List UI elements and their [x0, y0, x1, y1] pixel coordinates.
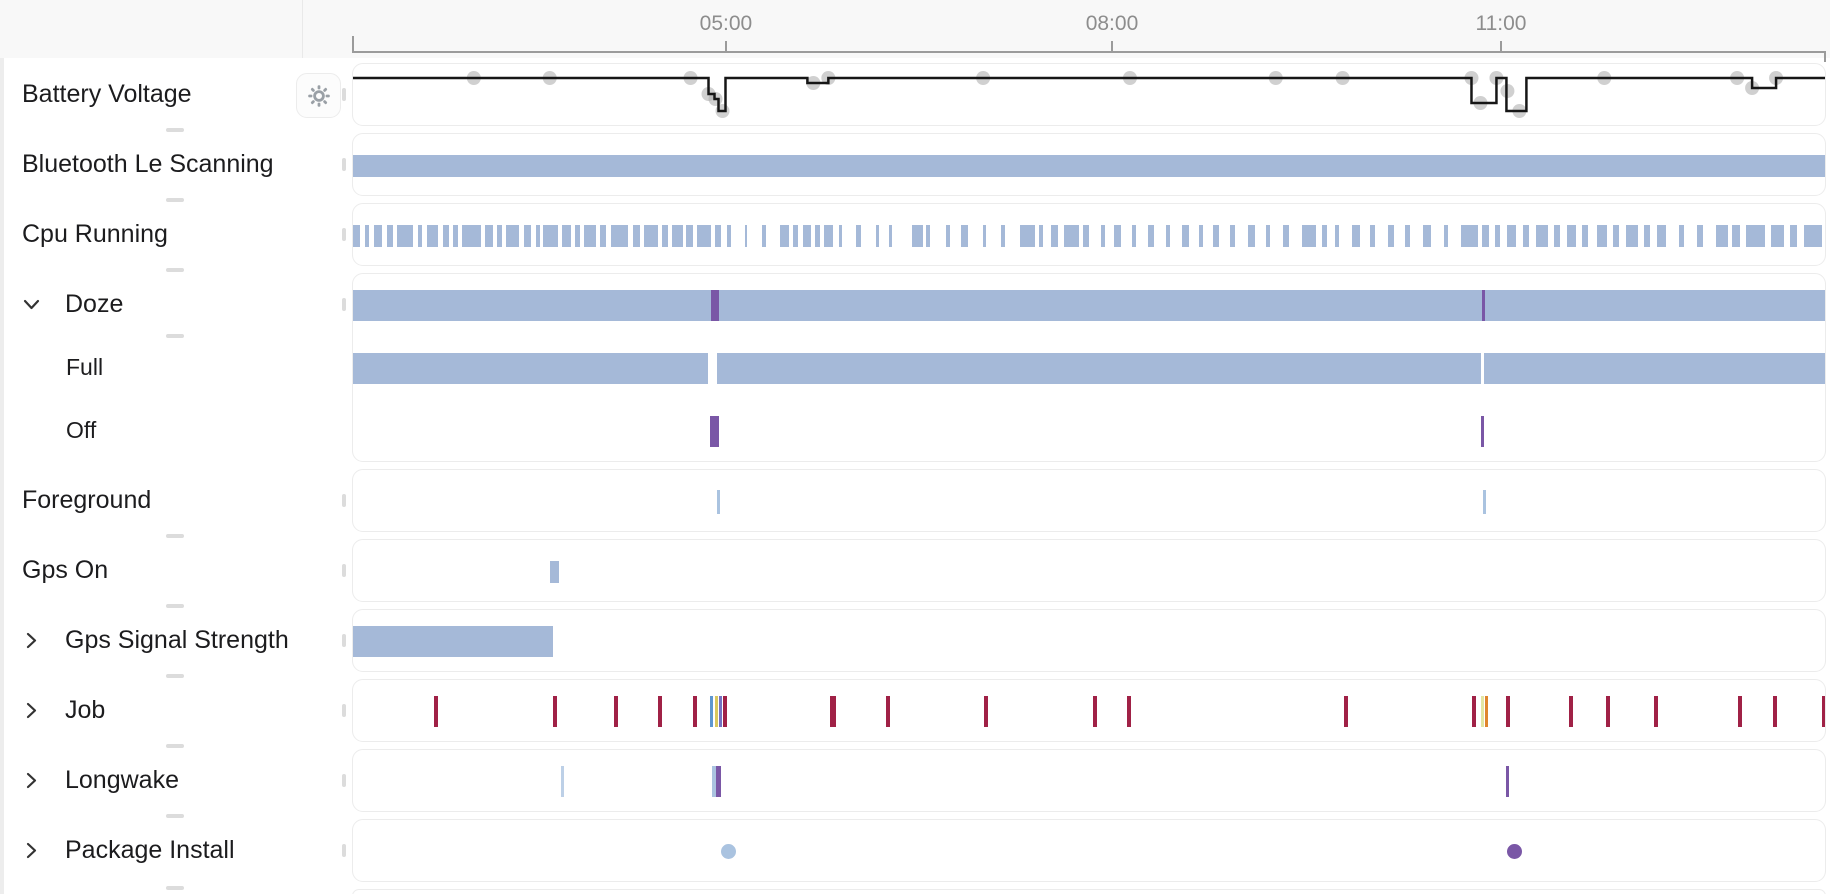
axis-tick-label: 08:00	[1085, 12, 1139, 35]
package-install-track	[353, 820, 1825, 881]
scrollbar-track[interactable]	[0, 0, 4, 894]
chevron-right-icon	[26, 842, 37, 859]
track-drag-handle[interactable]	[342, 228, 346, 241]
gear-icon	[307, 84, 330, 107]
job-expander[interactable]: Job	[22, 679, 105, 742]
track-drag-handle[interactable]	[342, 774, 346, 787]
longwake-expander[interactable]: Longwake	[22, 749, 179, 812]
row-longwake: Longwake	[0, 749, 1830, 812]
row-resize-handle[interactable]	[166, 534, 184, 538]
panel-divider	[302, 0, 303, 58]
doze-expander[interactable]: Doze	[22, 273, 123, 336]
row-resize-handle[interactable]	[166, 268, 184, 272]
chevron-right-icon	[26, 702, 37, 719]
doze-group-card	[352, 273, 1826, 462]
doze-off-track	[353, 400, 1825, 461]
bluetooth-card	[352, 133, 1826, 196]
row-label-off: Off	[66, 417, 97, 443]
cpu-running-card	[352, 203, 1826, 266]
axis-left-cap	[352, 36, 354, 53]
row-gps-signal-strength: Gps Signal Strength	[0, 609, 1830, 672]
gps-signal-strength-card	[352, 609, 1826, 672]
doze-full-track	[353, 337, 1825, 400]
row-resize-handle[interactable]	[166, 886, 184, 890]
next-row-card-partial	[352, 889, 1826, 894]
job-card	[352, 679, 1826, 742]
axis-tick	[724, 41, 727, 51]
gear-button[interactable]	[296, 73, 341, 118]
axis-tick	[1110, 41, 1113, 51]
time-axis-header: 05:00 08:00 11:00	[0, 0, 1830, 62]
row-label-full: Full	[66, 354, 104, 380]
row-resize-handle[interactable]	[166, 814, 184, 818]
gps-signal-strength-expander[interactable]: Gps Signal Strength	[22, 609, 289, 672]
row-foreground: Foreground	[0, 469, 1830, 532]
doze-track	[353, 274, 1825, 337]
track-drag-handle[interactable]	[342, 564, 346, 577]
track-drag-handle[interactable]	[342, 298, 346, 311]
row-group-doze: Doze Full Off	[0, 273, 1830, 462]
package-install-card	[352, 819, 1826, 882]
job-track	[353, 680, 1825, 741]
gps-on-track	[353, 540, 1825, 601]
row-label-gps-on: Gps On	[22, 556, 109, 584]
battery-voltage-card	[352, 63, 1826, 126]
package-install-expander[interactable]: Package Install	[22, 819, 235, 882]
chevron-down-icon	[23, 299, 40, 310]
foreground-track	[353, 470, 1825, 531]
row-label-foreground: Foreground	[22, 486, 152, 514]
row-resize-handle[interactable]	[166, 128, 184, 132]
bluetooth-track	[353, 134, 1825, 195]
row-resize-handle[interactable]	[166, 198, 184, 202]
track-drag-handle[interactable]	[342, 158, 346, 171]
track-drag-handle[interactable]	[342, 634, 346, 647]
foreground-card	[352, 469, 1826, 532]
row-resize-handle[interactable]	[166, 334, 184, 338]
row-label-cpu-running: Cpu Running	[22, 220, 168, 248]
axis-tick	[1499, 41, 1502, 51]
track-drag-handle[interactable]	[342, 88, 346, 101]
row-gps-on: Gps On	[0, 539, 1830, 602]
row-label-gps-signal-strength: Gps Signal Strength	[65, 626, 289, 654]
row-label-bluetooth-le-scanning: Bluetooth Le Scanning	[22, 150, 274, 178]
row-battery-voltage: Battery Voltage	[0, 63, 1830, 126]
axis-tick-label: 11:00	[1475, 12, 1527, 35]
gps-signal-strength-track	[353, 610, 1825, 671]
event-dot	[720, 844, 736, 859]
chevron-right-icon	[26, 772, 37, 789]
row-label-package-install: Package Install	[65, 836, 235, 864]
axis-right-cap	[1824, 51, 1826, 62]
gps-on-card	[352, 539, 1826, 602]
row-label-job: Job	[65, 696, 106, 724]
row-package-install: Package Install	[0, 819, 1830, 882]
track-drag-handle[interactable]	[342, 704, 346, 717]
track-drag-handle[interactable]	[342, 494, 346, 507]
chevron-right-icon	[26, 632, 37, 649]
row-bluetooth-le-scanning: Bluetooth Le Scanning	[0, 133, 1830, 196]
row-cpu-running: Cpu Running	[0, 203, 1830, 266]
battery-voltage-track	[353, 64, 1825, 125]
row-label-doze: Doze	[65, 290, 124, 318]
row-resize-handle[interactable]	[166, 744, 184, 748]
row-label-battery-voltage: Battery Voltage	[22, 80, 192, 108]
row-resize-handle[interactable]	[166, 674, 184, 678]
axis-tick-label: 05:00	[699, 12, 753, 35]
cpu-running-track	[353, 204, 1825, 265]
row-job: Job	[0, 679, 1830, 742]
axis-line	[352, 51, 1826, 53]
longwake-card	[352, 749, 1826, 812]
longwake-track	[353, 750, 1825, 811]
event-dot	[1507, 844, 1523, 859]
row-resize-handle[interactable]	[166, 604, 184, 608]
row-label-longwake: Longwake	[65, 766, 179, 794]
track-drag-handle[interactable]	[342, 844, 346, 857]
